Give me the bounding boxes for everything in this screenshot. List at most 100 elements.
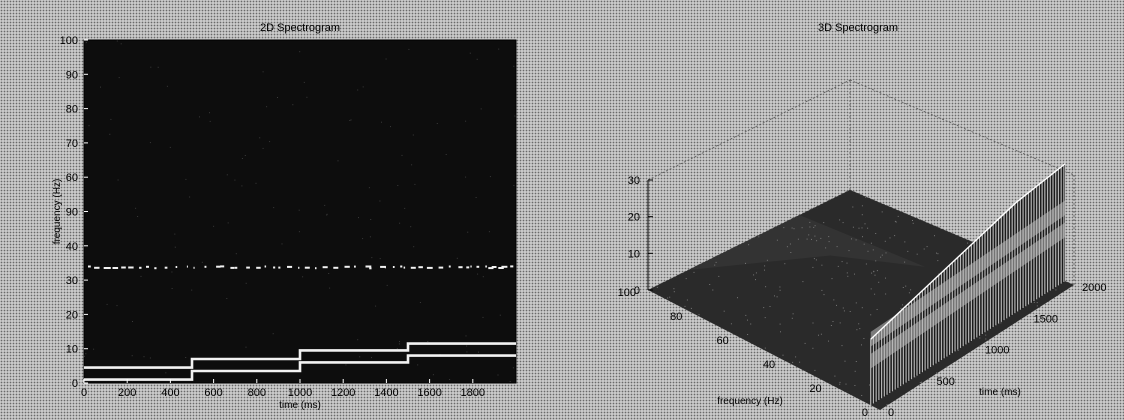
surface-speckle (863, 338, 865, 339)
noise-dot (482, 276, 484, 278)
noise-dot (272, 333, 274, 335)
x-tick-label: 600 (204, 387, 222, 399)
surface-speckle (1000, 322, 1002, 324)
surface-speckle (747, 319, 748, 321)
noise-dot (370, 219, 372, 220)
surface-speckle (904, 261, 906, 263)
surface-speckle (979, 337, 981, 339)
surface-speckle (764, 269, 765, 271)
surface-speckle (836, 246, 838, 248)
noise-dot (489, 176, 491, 178)
noise-dot (150, 66, 152, 68)
noise-dot (245, 346, 247, 348)
surface-speckle (809, 226, 811, 228)
noise-dot (303, 81, 305, 83)
noise-dot (88, 125, 90, 127)
noise-dot (157, 66, 159, 68)
noise-dot (417, 364, 419, 366)
noise-band-segment (498, 267, 504, 269)
y-tick-label: 70 (66, 138, 78, 150)
surface-speckle (839, 383, 841, 385)
x-tick-label: 100 (618, 287, 636, 299)
y-axis-label-3d: time (ms) (979, 387, 1021, 398)
bands-2d (84, 265, 516, 381)
surface-3d (648, 163, 1074, 410)
surface-speckle (839, 219, 841, 221)
noise-dot (371, 257, 373, 259)
y-tick-label: 80 (66, 104, 78, 116)
noise-dot (399, 341, 400, 343)
noise-band-segment (470, 265, 472, 268)
noise-dot (427, 341, 429, 342)
surface-speckle (804, 342, 806, 344)
noise-dot (266, 106, 268, 108)
surface-speckle (937, 260, 939, 262)
y-tick-label: 1000 (985, 345, 1009, 357)
surface-speckle (861, 214, 863, 216)
surface-speckle (945, 366, 947, 368)
noise-dot (259, 137, 261, 139)
y-tick-label: 60 (66, 172, 78, 184)
surface-speckle (758, 236, 760, 238)
surface-speckle (823, 222, 825, 224)
noise-dot (149, 357, 151, 359)
noise-band-segment (365, 265, 372, 268)
noise-dot (110, 118, 112, 120)
noise-dot (466, 345, 468, 347)
noise-band-segment (354, 265, 356, 268)
noise-dot (281, 243, 283, 245)
surface-speckle (1036, 302, 1038, 304)
noise-dot (410, 226, 412, 228)
x-tick-label: 800 (248, 387, 266, 399)
noise-dot (116, 305, 118, 307)
chart-title-3d: 3D Spectrogram (818, 22, 898, 34)
noise-dot (328, 273, 330, 274)
surface-speckle (823, 294, 825, 296)
noise-band-segment (438, 266, 444, 269)
noise-band-segment (392, 266, 395, 268)
x-tick-label: 0 (81, 387, 87, 399)
surface-speckle (847, 275, 849, 277)
noise-band-segment (246, 266, 250, 269)
surface-speckle (765, 286, 767, 288)
noise-dot (475, 197, 477, 198)
x-axis-label-2d: time (ms) (279, 400, 321, 411)
noise-dot (358, 217, 359, 219)
surface-speckle (813, 226, 815, 228)
noise-band-segment (230, 266, 235, 269)
noise-band-segment (88, 265, 91, 268)
noise-dot (362, 86, 364, 88)
noise-band-segment (264, 265, 267, 268)
band-1 (84, 354, 516, 381)
y-tick-label: 0 (72, 378, 78, 390)
noise-dot (411, 164, 413, 166)
noise-dot (467, 231, 469, 233)
surface-speckle (755, 279, 756, 281)
noise-dot (306, 96, 308, 98)
surface-speckle (938, 273, 940, 275)
noise-dot (209, 120, 211, 122)
z-tick-label: 10 (628, 248, 640, 260)
surface-speckle (915, 376, 917, 378)
surface-speckle (698, 314, 700, 316)
surface-speckle (894, 220, 896, 222)
surface-speckle (837, 265, 839, 267)
surface-speckle (820, 237, 822, 239)
noise-dot (469, 52, 471, 54)
x-tick-label: 0 (862, 407, 868, 419)
noise-dot (213, 225, 215, 227)
noise-band-segment (175, 266, 178, 268)
surface-speckle (779, 289, 781, 291)
surface-speckle (861, 227, 863, 229)
noise-dot (171, 288, 173, 289)
surface-speckle (795, 356, 797, 358)
surface-speckle (886, 404, 888, 406)
noise-band-segment (322, 266, 328, 269)
surface-speckle (881, 211, 883, 213)
surface-speckle (842, 222, 844, 224)
surface-speckle (673, 288, 675, 290)
noise-dot (84, 355, 85, 357)
y-tick-label: 0 (888, 407, 894, 419)
surface-speckle (871, 272, 873, 274)
